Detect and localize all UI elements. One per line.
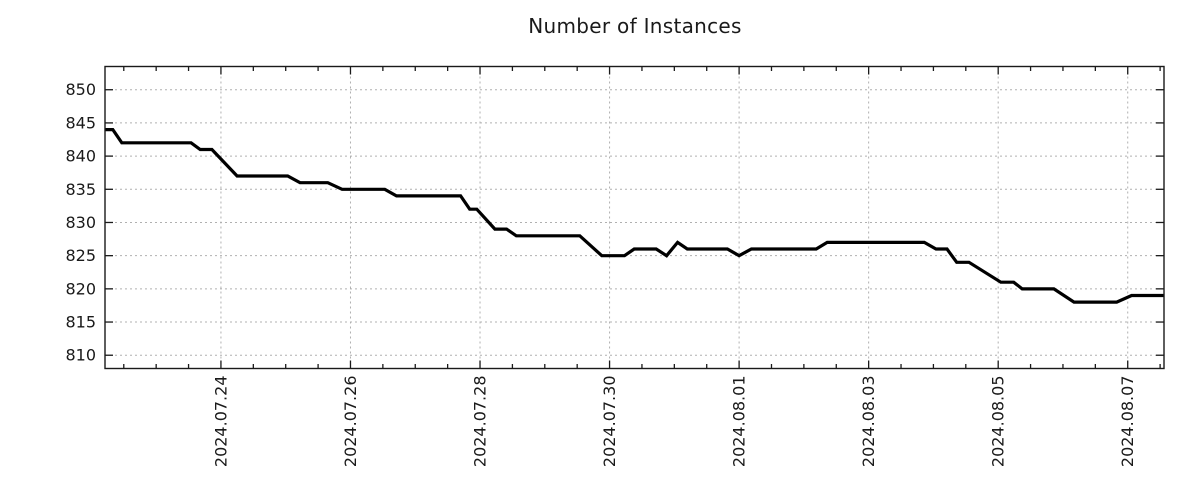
x-tick-label: 2024.07.28 bbox=[471, 376, 490, 468]
y-tick-label: 835 bbox=[65, 180, 96, 199]
tick-marks bbox=[105, 66, 1164, 369]
y-tick-label: 850 bbox=[65, 80, 96, 99]
y-tick-label: 830 bbox=[65, 213, 96, 232]
y-tick-label: 840 bbox=[65, 147, 96, 166]
x-tick-label: 2024.08.03 bbox=[859, 376, 878, 468]
data-line bbox=[105, 128, 1164, 304]
y-tick-label: 845 bbox=[65, 113, 96, 132]
tick-labels: 810 815 820 825 830 835 840 845 850 2024.07.24 202… bbox=[65, 80, 1137, 467]
y-tick-label: 820 bbox=[65, 279, 96, 298]
y-tick-label: 825 bbox=[65, 246, 96, 265]
x-tick-label: 2024.08.07 bbox=[1118, 376, 1137, 468]
y-tick-label: 815 bbox=[65, 313, 96, 332]
grid-lines bbox=[105, 66, 1164, 369]
x-tick-label: 2024.08.01 bbox=[730, 376, 749, 468]
x-tick-label: 2024.07.24 bbox=[211, 376, 230, 468]
y-tick-label: 810 bbox=[65, 346, 96, 365]
x-tick-label: 2024.07.26 bbox=[341, 376, 360, 468]
x-tick-label: 2024.08.05 bbox=[989, 376, 1008, 468]
chart-title: Number of Instances bbox=[528, 14, 742, 38]
x-tick-label: 2024.07.30 bbox=[600, 376, 619, 468]
plot-frame bbox=[104, 65, 1165, 370]
